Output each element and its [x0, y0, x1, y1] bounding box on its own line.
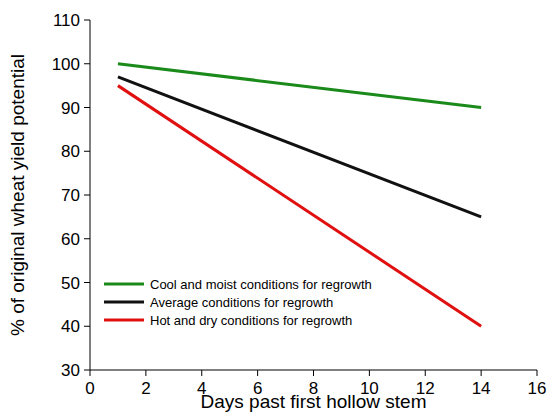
legend-label: Cool and moist conditions for regrowth	[150, 277, 372, 292]
legend-swatch	[104, 283, 144, 286]
series-line	[118, 77, 481, 217]
y-tick	[84, 370, 90, 371]
x-tick	[369, 370, 370, 376]
x-tick-label: 2	[141, 379, 150, 398]
y-tick-label: 90	[61, 99, 80, 118]
x-tick	[537, 370, 538, 376]
legend: Cool and moist conditions for regrowth Av…	[104, 277, 372, 328]
y-tick	[84, 238, 90, 239]
series-line	[118, 64, 481, 108]
x-tick	[257, 370, 258, 376]
y-tick	[84, 107, 90, 108]
y-tick-label: 40	[61, 317, 80, 336]
y-tick	[84, 195, 90, 196]
y-tick-label: 50	[61, 274, 80, 293]
legend-label: Average conditions for regrowth	[150, 295, 333, 310]
chart-svg: 024681012141630405060708090100110Days pa…	[0, 0, 558, 418]
x-tick	[313, 370, 314, 376]
legend-label: Hot and dry conditions for regrowth	[150, 313, 352, 328]
series-line	[118, 86, 481, 327]
y-tick-label: 100	[52, 55, 80, 74]
y-axis-label: % of original wheat yield potential	[7, 54, 28, 336]
x-tick	[90, 370, 91, 376]
y-tick-label: 30	[61, 361, 80, 380]
chart-container: 024681012141630405060708090100110Days pa…	[0, 0, 558, 418]
y-tick	[84, 20, 90, 21]
legend-swatch	[104, 319, 144, 322]
y-tick	[84, 282, 90, 283]
legend-swatch	[104, 301, 144, 304]
x-tick	[145, 370, 146, 376]
x-tick-label: 0	[85, 379, 94, 398]
x-tick	[481, 370, 482, 376]
y-tick-label: 60	[61, 230, 80, 249]
x-tick	[201, 370, 202, 376]
x-tick	[425, 370, 426, 376]
y-tick-label: 110	[53, 11, 80, 30]
x-tick-label: 16	[528, 379, 547, 398]
y-tick-label: 80	[61, 142, 80, 161]
x-tick-label: 14	[472, 379, 491, 398]
y-tick	[84, 151, 90, 152]
y-tick-label: 70	[61, 186, 80, 205]
plot-lines	[118, 64, 481, 327]
x-axis-label: Days past first hollow stem	[201, 391, 427, 412]
y-tick	[84, 326, 90, 327]
y-tick	[84, 63, 90, 64]
